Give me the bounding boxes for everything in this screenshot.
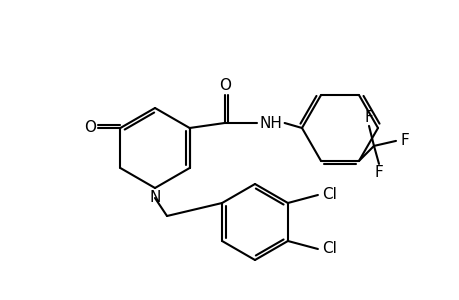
Text: F: F xyxy=(400,134,409,148)
Text: O: O xyxy=(218,79,230,94)
Text: F: F xyxy=(364,110,373,125)
Text: N: N xyxy=(149,190,160,206)
Text: O: O xyxy=(84,121,96,136)
Text: Cl: Cl xyxy=(322,188,336,202)
Text: Cl: Cl xyxy=(322,242,336,256)
Text: NH: NH xyxy=(258,116,281,130)
Text: F: F xyxy=(374,165,382,180)
